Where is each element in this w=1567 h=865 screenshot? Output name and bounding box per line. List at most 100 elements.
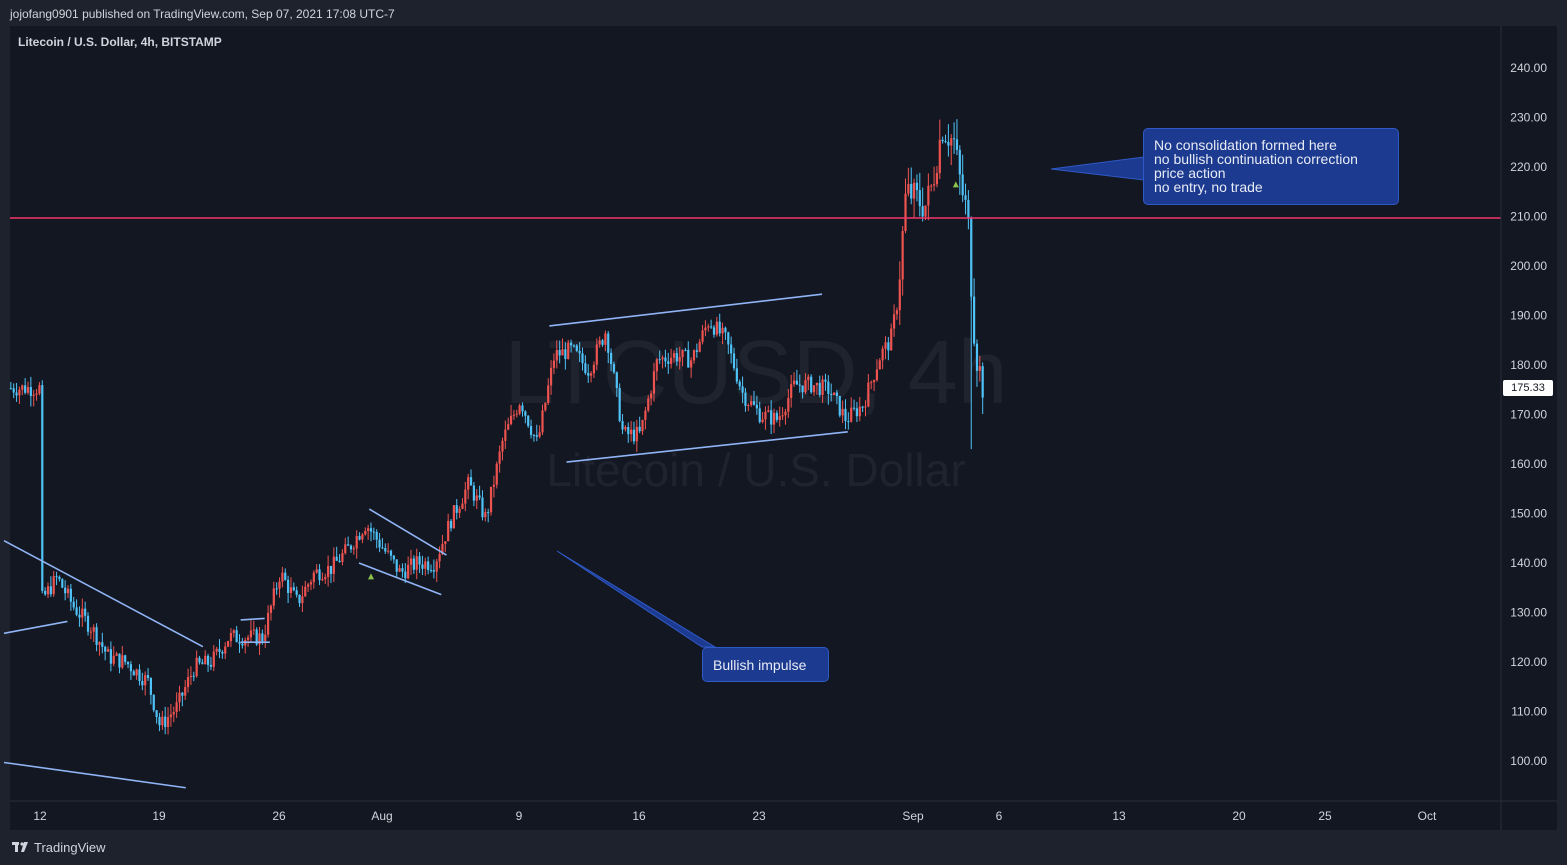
candle-body bbox=[58, 576, 61, 580]
candle-body bbox=[521, 405, 524, 412]
candle-body bbox=[561, 349, 564, 356]
candle-body bbox=[184, 687, 187, 696]
candle-body bbox=[407, 564, 410, 579]
candle-body bbox=[418, 556, 421, 565]
candle-body bbox=[707, 326, 710, 328]
candle-body bbox=[524, 411, 527, 416]
candle-body bbox=[287, 579, 290, 594]
candle-body bbox=[112, 655, 115, 664]
candle-body bbox=[801, 385, 804, 393]
candle-body bbox=[61, 579, 64, 588]
candle-body bbox=[735, 368, 738, 382]
candle-body bbox=[672, 353, 676, 358]
price-tick-label: 160.00 bbox=[1510, 457, 1547, 471]
candle-body bbox=[744, 392, 747, 406]
time-tick-label: 6 bbox=[996, 809, 1003, 823]
candle-body bbox=[72, 601, 75, 608]
candle-body bbox=[710, 326, 713, 328]
candle-body bbox=[747, 405, 750, 407]
time-tick-label: 13 bbox=[1112, 809, 1126, 823]
note-pointer-1 bbox=[1050, 156, 1145, 181]
candle-body bbox=[509, 415, 513, 425]
candle-body bbox=[875, 369, 879, 381]
candle-body bbox=[138, 669, 141, 681]
candle-body bbox=[192, 675, 195, 677]
note-bullish-impulse[interactable]: Bullish impulse bbox=[702, 647, 829, 682]
candle-body bbox=[44, 590, 47, 595]
candle-body bbox=[146, 675, 150, 679]
candle-body bbox=[798, 384, 801, 386]
candle-body bbox=[195, 657, 198, 677]
candle-body bbox=[810, 376, 813, 393]
candle-body bbox=[701, 330, 704, 342]
price-tick-label: 100.00 bbox=[1510, 754, 1547, 768]
candle-body bbox=[595, 344, 598, 365]
candle-body bbox=[507, 424, 510, 430]
trendline[interactable] bbox=[3, 761, 186, 789]
candle-body bbox=[98, 642, 101, 645]
candle-body bbox=[858, 406, 861, 417]
candle-body bbox=[372, 531, 375, 533]
candle-body bbox=[841, 408, 844, 416]
candle-body bbox=[55, 576, 58, 578]
candle-body bbox=[498, 451, 501, 464]
time-axis[interactable]: 12 19 26 Aug 9 16 23 Sep 6 13 20 25 Oct bbox=[33, 809, 1437, 823]
candle-body bbox=[821, 379, 824, 396]
candle-body bbox=[641, 419, 644, 432]
candle-body bbox=[307, 584, 310, 587]
candle-body bbox=[575, 345, 578, 351]
candle-body bbox=[158, 717, 161, 726]
candle-body bbox=[398, 568, 401, 572]
trendline[interactable] bbox=[368, 508, 447, 556]
candle-body bbox=[881, 348, 884, 361]
candle-body bbox=[627, 426, 630, 435]
candle-body bbox=[186, 677, 190, 688]
candle-body bbox=[35, 393, 38, 395]
trendline[interactable] bbox=[566, 431, 848, 463]
candle-body bbox=[932, 184, 936, 186]
candle-body bbox=[75, 607, 78, 615]
candle-body bbox=[761, 419, 764, 423]
candle-body bbox=[804, 380, 807, 393]
candle-body bbox=[458, 508, 461, 513]
candle-body bbox=[361, 534, 364, 540]
candle-body bbox=[478, 495, 481, 498]
trendline[interactable] bbox=[549, 293, 823, 327]
price-tick-label: 130.00 bbox=[1510, 606, 1547, 620]
candle-body bbox=[261, 633, 264, 642]
candle-body bbox=[198, 657, 201, 663]
candle-body bbox=[289, 587, 293, 594]
candle-body bbox=[201, 662, 204, 665]
candle-body bbox=[958, 149, 961, 175]
candle-body bbox=[870, 382, 873, 384]
candle-body bbox=[338, 560, 341, 563]
candle-body bbox=[178, 692, 181, 703]
candle-body bbox=[695, 350, 698, 352]
note-no-consolidation[interactable]: No consolidation formed here no bullish … bbox=[1143, 128, 1399, 205]
candle-body bbox=[675, 353, 678, 362]
candle-body bbox=[95, 627, 98, 645]
candle-body bbox=[827, 381, 830, 394]
candle-body bbox=[292, 587, 295, 591]
trendline[interactable] bbox=[3, 620, 68, 635]
candle-body bbox=[512, 414, 516, 416]
candle-body bbox=[624, 426, 627, 430]
candle-body bbox=[461, 503, 464, 509]
candle-body bbox=[349, 545, 353, 550]
candle-body bbox=[918, 190, 921, 207]
candle-body bbox=[18, 389, 21, 396]
candle-body bbox=[547, 385, 550, 403]
candle-body bbox=[767, 410, 770, 412]
trendline[interactable] bbox=[3, 540, 204, 648]
price-axis[interactable]: 240.00 230.00 220.00 210.00 200.00 190.00 180.… bbox=[1510, 61, 1547, 768]
trendline[interactable] bbox=[240, 617, 265, 621]
trendline[interactable] bbox=[358, 562, 442, 596]
candle-body bbox=[944, 141, 947, 143]
candle-body bbox=[378, 539, 381, 548]
candle-body bbox=[529, 426, 533, 435]
candle-body bbox=[727, 332, 730, 345]
candle-body bbox=[106, 649, 110, 652]
candle-body bbox=[324, 576, 327, 580]
candle-body bbox=[941, 139, 944, 142]
